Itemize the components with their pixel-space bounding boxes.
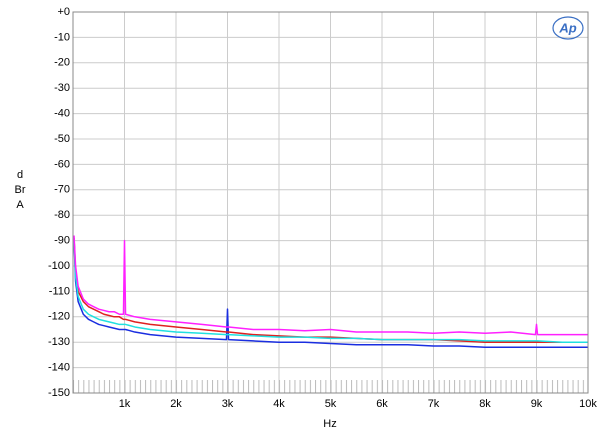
y-tick-label: -120	[48, 311, 70, 323]
y-tick-label: -70	[54, 184, 70, 196]
plot-frame	[72, 11, 589, 394]
y-tick-label: -60	[54, 158, 70, 170]
y-tick-label: -140	[48, 362, 70, 374]
series-line	[73, 240, 588, 349]
x-tick-label: 10k	[579, 398, 597, 410]
series-line	[73, 238, 588, 343]
y-tick-label: -110	[49, 285, 70, 297]
y-tick-label: -10	[54, 31, 70, 43]
y-tick-label: +0	[57, 6, 70, 18]
y-tick-label: -90	[54, 235, 70, 247]
minor-ticks	[73, 380, 588, 393]
x-tick-label: 5k	[325, 398, 337, 410]
y-tick-label: -150	[48, 387, 70, 399]
x-tick-label: 7k	[428, 398, 440, 410]
y-tick-label: -50	[54, 133, 70, 145]
x-tick-label: 6k	[376, 398, 388, 410]
y-tick-label: -100	[48, 260, 70, 272]
series-line	[73, 238, 588, 343]
y-axis-label: dBr A	[14, 169, 26, 211]
y-tick-label: -40	[54, 108, 70, 120]
y-tick-label: -80	[54, 209, 70, 221]
logo-ring	[552, 16, 584, 40]
x-axis-label: Hz	[323, 418, 336, 430]
x-tick-label: 3k	[222, 398, 234, 410]
logo: Ap	[558, 20, 576, 35]
x-tick-label: 9k	[531, 398, 543, 410]
x-tick-label: 2k	[170, 398, 182, 410]
y-tick-label: -130	[48, 336, 70, 348]
series-line	[73, 235, 588, 336]
x-tick-label: 8k	[479, 398, 491, 410]
y-tick-label: -30	[54, 82, 70, 94]
y-tick-label: -20	[54, 57, 70, 69]
x-tick-label: 1k	[119, 398, 131, 410]
x-tick-label: 4k	[273, 398, 285, 410]
